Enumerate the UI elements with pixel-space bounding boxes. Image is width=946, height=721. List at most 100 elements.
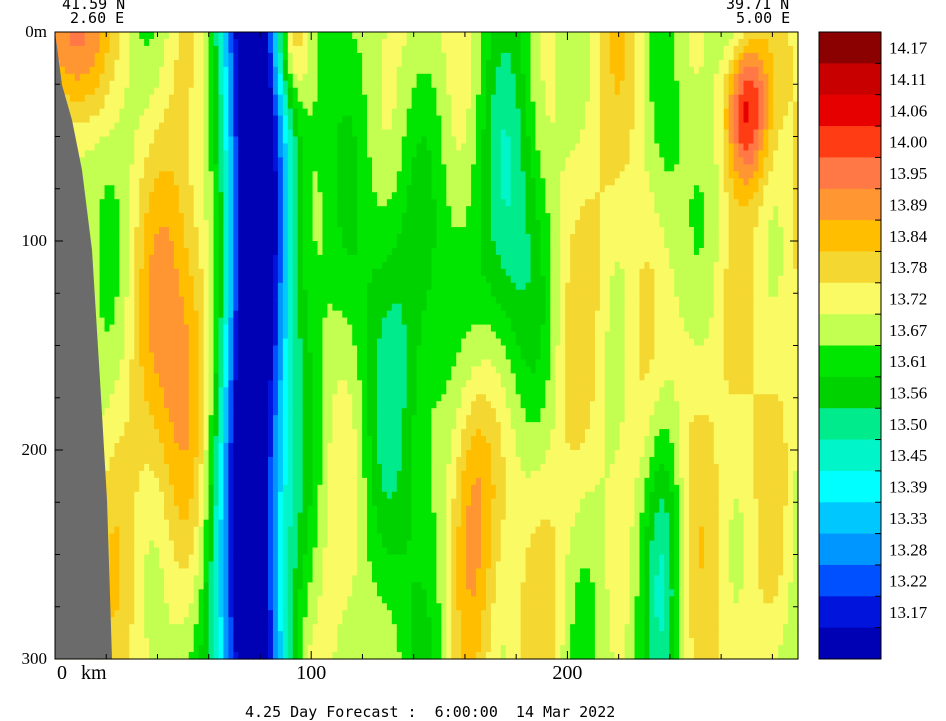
heatmap-cell: [94, 206, 101, 214]
heatmap-cell: [659, 213, 665, 221]
heatmap-cell: [178, 136, 185, 145]
heatmap-cell: [312, 73, 319, 82]
heatmap-cell: [213, 32, 220, 40]
heatmap-cell: [431, 178, 437, 186]
heatmap-cell: [352, 199, 358, 207]
heatmap-cell: [649, 241, 655, 249]
heatmap-cell: [139, 115, 145, 124]
heatmap-cell: [778, 143, 784, 152]
heatmap-cell: [525, 115, 532, 124]
heatmap-cell: [248, 38, 254, 47]
heatmap-cell: [198, 115, 205, 124]
heatmap-cell: [253, 38, 259, 47]
heatmap-cell: [669, 80, 675, 89]
heatmap-cell: [599, 171, 606, 179]
heatmap-cell: [589, 157, 596, 165]
heatmap-cell: [347, 254, 353, 263]
heatmap-cell: [119, 164, 125, 172]
heatmap-cell: [535, 178, 542, 186]
heatmap-cell: [693, 247, 700, 256]
heatmap-cell: [609, 241, 616, 249]
heatmap-cell: [753, 59, 759, 68]
heatmap-cell: [396, 38, 403, 47]
heatmap-cell: [555, 157, 561, 165]
heatmap-cell: [367, 143, 373, 152]
heatmap-cell: [659, 101, 665, 110]
heatmap-cell: [471, 80, 477, 89]
heatmap-cell: [778, 227, 784, 235]
heatmap-cell: [312, 32, 319, 40]
heatmap-cell: [693, 66, 700, 75]
heatmap-cell: [743, 150, 750, 158]
heatmap-cell: [362, 38, 368, 47]
heatmap-cell: [609, 80, 616, 89]
heatmap-cell: [297, 108, 304, 117]
heatmap-cell: [693, 73, 700, 82]
heatmap-cell: [198, 122, 205, 131]
heatmap-cell: [159, 66, 165, 75]
heatmap-cell: [441, 185, 447, 193]
heatmap-cell: [302, 220, 309, 228]
heatmap-cell: [565, 45, 571, 54]
heatmap-cell: [733, 143, 740, 152]
heatmap-cell: [763, 227, 769, 235]
heatmap-cell: [708, 234, 715, 242]
heatmap-cell: [183, 101, 190, 110]
heatmap-cell: [480, 122, 487, 131]
heatmap-cell: [218, 115, 225, 124]
heatmap-cell: [104, 227, 111, 235]
heatmap-cell: [391, 178, 398, 186]
heatmap-cell: [386, 206, 393, 214]
heatmap-cell: [376, 150, 383, 158]
heatmap-cell: [773, 241, 779, 249]
heatmap-cell: [629, 178, 636, 186]
heatmap-cell: [94, 199, 101, 207]
heatmap-cell: [376, 108, 383, 117]
heatmap-cell: [659, 164, 665, 172]
heatmap-cell: [495, 87, 502, 96]
heatmap-cell: [263, 45, 269, 54]
heatmap-cell: [778, 122, 784, 131]
heatmap-cell: [733, 32, 740, 40]
heatmap-cell: [431, 206, 437, 214]
heatmap-cell: [362, 73, 368, 82]
heatmap-cell: [738, 115, 745, 124]
heatmap-cell: [352, 129, 358, 138]
heatmap-cell: [634, 38, 641, 47]
heatmap-cell: [609, 38, 616, 47]
heatmap-cell: [114, 178, 120, 186]
heatmap-cell: [337, 178, 343, 186]
heatmap-cell: [476, 213, 482, 221]
heatmap-cell: [139, 171, 145, 179]
heatmap-cell: [84, 45, 91, 54]
heatmap-cell: [614, 254, 621, 263]
heatmap-cell: [783, 171, 789, 179]
heatmap-cell: [689, 185, 695, 193]
heatmap-cell: [669, 101, 675, 110]
heatmap-cell: [570, 45, 576, 54]
heatmap-cell: [535, 164, 542, 172]
heatmap-cell: [495, 247, 502, 256]
heatmap-cell: [129, 73, 135, 82]
heatmap-cell: [461, 157, 467, 165]
heatmap-cell: [693, 122, 700, 131]
heatmap-cell: [386, 66, 393, 75]
heatmap-cell: [159, 254, 165, 263]
heatmap-cell: [461, 192, 467, 200]
heatmap-cell: [332, 122, 338, 131]
heatmap-cell: [461, 241, 467, 249]
heatmap-cell: [570, 192, 576, 200]
heatmap-cell: [263, 66, 269, 75]
heatmap-cell: [139, 185, 145, 193]
heatmap-cell: [471, 178, 477, 186]
heatmap-cell: [793, 45, 799, 54]
heatmap-cell: [629, 94, 636, 103]
heatmap-cell: [500, 129, 507, 138]
heatmap-cell: [471, 213, 477, 221]
heatmap-cell: [367, 108, 373, 117]
heatmap-cell: [243, 192, 249, 200]
heatmap-cell: [560, 178, 566, 186]
heatmap-cell: [679, 136, 685, 145]
heatmap-cell: [282, 66, 289, 75]
heatmap-cell: [178, 45, 185, 54]
